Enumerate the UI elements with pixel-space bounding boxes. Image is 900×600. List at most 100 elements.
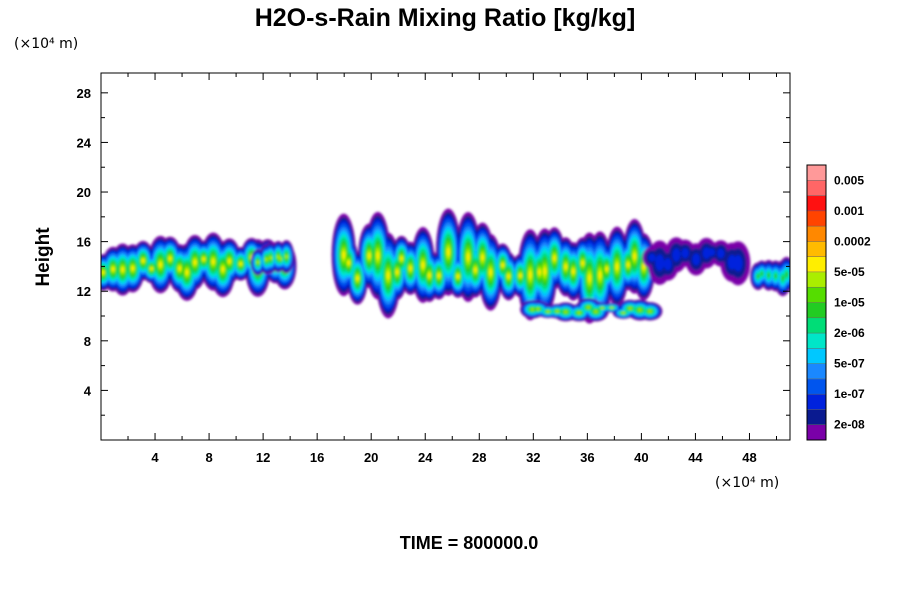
colorbar-swatch: [807, 424, 826, 441]
colorbar-label: 0.005: [834, 173, 864, 187]
field-cell: [408, 265, 412, 271]
y-tick-label: 16: [77, 235, 91, 250]
field-cell: [594, 310, 598, 313]
field-cell: [605, 266, 609, 272]
field-cell: [733, 255, 743, 272]
colorbar-swatch: [807, 195, 826, 212]
field-cell: [756, 274, 760, 279]
field-cell: [501, 263, 505, 268]
field-cell: [628, 307, 632, 310]
field-cell: [518, 273, 522, 278]
colorbar-label: 2e-06: [834, 326, 865, 340]
field-cell: [342, 250, 346, 259]
field-cell: [507, 273, 511, 279]
colorbar-label: 1e-07: [834, 387, 865, 401]
field-cell: [269, 256, 273, 260]
colorbar-swatch: [807, 348, 826, 364]
colorbar-swatch: [807, 394, 826, 410]
field-cell: [284, 254, 288, 259]
field-cell: [367, 252, 371, 259]
field-cell: [202, 257, 206, 261]
field-cell: [546, 310, 550, 313]
y-axis: 4 8 12 16 20 24 28: [77, 86, 790, 416]
y-tick-label: 24: [77, 135, 92, 150]
field-cell: [481, 254, 485, 261]
colorbar-swatch: [807, 287, 826, 303]
field-cell: [141, 258, 145, 263]
field-cell: [537, 269, 541, 276]
plot-frame: [100, 72, 791, 441]
colorbar-swatch: [807, 210, 826, 227]
colorbar: 2e-08 1e-07 5e-07 2e-06 1e-05 5e-05 0.0002 0.00…: [806, 164, 871, 441]
y-tick-label: 20: [77, 185, 91, 200]
x-tick-label: 12: [256, 450, 270, 465]
x-tick-label: 4: [151, 450, 159, 465]
colorbar-label: 5e-07: [834, 357, 865, 371]
field-cell: [774, 273, 778, 278]
colorbar-frame: [806, 164, 827, 441]
field-cell: [564, 310, 568, 314]
field-cell: [221, 266, 225, 272]
field-layer: [756, 271, 789, 281]
colorbar-swatch: [807, 241, 826, 257]
field-cell: [717, 248, 725, 259]
field-cell: [386, 271, 390, 280]
y-tick-label: 8: [84, 334, 91, 349]
field-layer: [256, 254, 288, 264]
field-cell: [168, 256, 172, 261]
field-layers: [101, 208, 790, 324]
field-cell: [564, 263, 568, 270]
field-cell: [376, 251, 380, 260]
field-cell: [356, 275, 360, 281]
x-tick-label: 40: [634, 450, 648, 465]
x-tick-label: 44: [688, 450, 703, 465]
y-unit-label: (×10⁴ m): [14, 36, 78, 52]
field-cell: [528, 270, 532, 280]
field-cell: [278, 257, 282, 261]
field-cell: [626, 262, 630, 268]
field-cell: [672, 248, 681, 262]
field-cell: [276, 255, 280, 259]
colorbar-swatch: [807, 271, 826, 288]
field-cell: [466, 252, 470, 262]
field-cell: [489, 268, 493, 277]
field-cell: [702, 247, 711, 259]
field-cell: [158, 261, 162, 268]
field-cell: [178, 266, 182, 271]
field-cell: [543, 267, 547, 276]
field-cell: [265, 257, 269, 261]
x-tick-label: 8: [205, 450, 212, 465]
x-tick-label: 36: [580, 450, 594, 465]
field-cell: [227, 259, 231, 264]
field-cell: [400, 256, 404, 261]
x-tick-label: 20: [364, 450, 378, 465]
field-cell: [552, 255, 556, 262]
x-tick-label: 28: [472, 450, 486, 465]
field-cell: [781, 275, 785, 281]
field-cell: [437, 273, 441, 278]
field-cell: [571, 268, 575, 275]
colorbar-swatch: [807, 226, 826, 242]
y-tick-label: 12: [77, 284, 91, 299]
field-cell: [621, 311, 625, 315]
field-cell: [101, 270, 105, 275]
field-layer: [530, 306, 652, 315]
field-cell: [586, 306, 590, 309]
rain-field: [101, 208, 790, 324]
x-tick-label: 16: [310, 450, 324, 465]
time-label: TIME = 800000.0: [400, 533, 539, 553]
colorbar-swatch: [807, 317, 826, 334]
field-cell: [347, 260, 351, 266]
field-cell: [536, 307, 540, 311]
colorbar-swatch: [807, 333, 826, 349]
field-cell: [473, 267, 477, 273]
field-layer: [755, 268, 790, 285]
field-cell: [681, 248, 690, 259]
field-cell: [131, 266, 135, 271]
colorbar-label: 2e-08: [834, 418, 865, 432]
field-cell: [760, 271, 764, 276]
field-cell: [395, 269, 399, 275]
field-layer: [648, 247, 743, 272]
field-cell: [150, 267, 154, 271]
